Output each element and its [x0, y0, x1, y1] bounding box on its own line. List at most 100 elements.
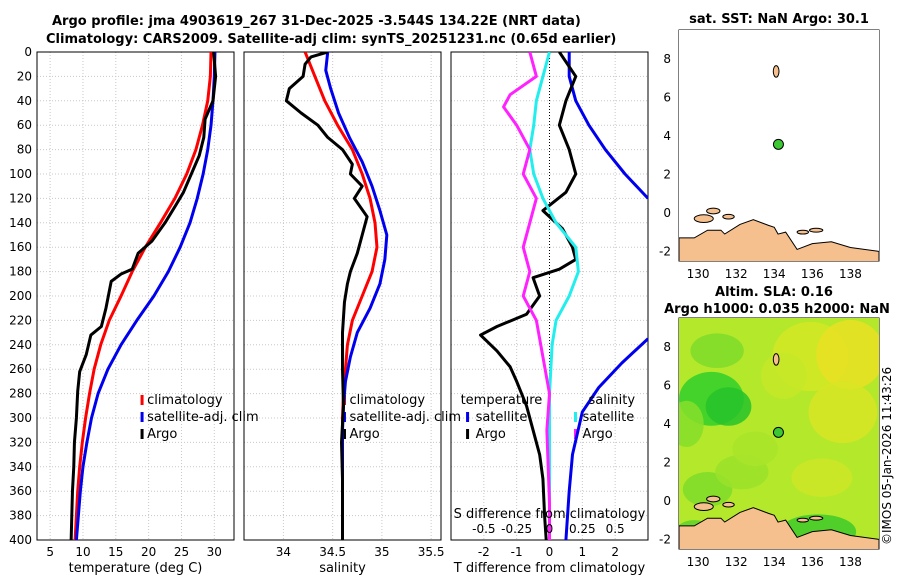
difference-tick-label: 1: [579, 545, 587, 559]
salinity-legend-climatology: climatology: [349, 393, 425, 408]
sst-map-title: sat. SST: NaN Argo: 30.1: [689, 12, 869, 27]
sla_map-ytick-label: -2: [659, 532, 671, 546]
temperature-legend-satellite-adj-clim: satellite-adj. clim: [147, 410, 259, 425]
depth-tick-label: 60: [17, 118, 32, 132]
salinity-line-argo: [284, 52, 369, 540]
sla_map-xtick-label: 130: [687, 555, 710, 569]
sst_map-content: [679, 30, 879, 261]
depth-tick-label: 100: [9, 167, 32, 181]
salinity-tick-label: 34: [276, 545, 291, 559]
sst_map-xtick-label: 130: [687, 267, 710, 281]
island: [772, 353, 780, 366]
depth-tick-label: 200: [9, 289, 32, 303]
island: [722, 501, 735, 508]
depth-tick-label: 360: [9, 484, 32, 498]
temperature-tick-label: 20: [141, 545, 156, 559]
land-new-guinea: [679, 507, 879, 549]
sla_map-xtick-label: 138: [839, 555, 862, 569]
island: [808, 227, 824, 233]
temperature-line-argo: [69, 52, 218, 540]
sst_map-xtick-label: 136: [801, 267, 824, 281]
depth-tick-label: 120: [9, 191, 32, 205]
sst_map-ytick-label: 8: [663, 52, 671, 66]
difference-tick-label: 0: [546, 545, 554, 559]
sla-map-title-1: Altim. SLA: 0.16: [715, 285, 833, 300]
island: [808, 515, 824, 521]
island: [693, 214, 714, 223]
temperature-tick-label: 15: [108, 545, 123, 559]
argo-float-marker: [772, 426, 784, 438]
temperature-legend-argo: Argo: [147, 427, 177, 442]
salinity-legend-satellite-adj-clim: satellite-adj. clim: [349, 410, 461, 425]
diff-top-tick-label: 0: [546, 522, 554, 536]
difference-line-s-argo: [502, 52, 551, 540]
temperature-xlabel: temperature (deg C): [69, 561, 203, 576]
diff-legend-s-2: Argo: [582, 427, 612, 442]
island: [772, 65, 780, 78]
temperature-frame: [36, 51, 235, 541]
sla-map-title-2: Argo h1000: 0.035 h2000: NaN: [664, 302, 890, 317]
sla-anomaly-patch: [816, 319, 879, 390]
depth-tick-label: 340: [9, 460, 32, 474]
sst_map-ytick-label: 0: [663, 206, 671, 220]
depth-tick-label: 240: [9, 338, 32, 352]
diff-legend-t-2: Argo: [476, 427, 506, 442]
depth-tick-label: 220: [9, 313, 32, 327]
difference-line-t-argo: [479, 52, 578, 540]
depth-tick-label: 80: [17, 143, 32, 157]
temperature-tick-label: 10: [75, 545, 90, 559]
title-line-2: Climatology: CARS2009. Satellite-adj cli…: [46, 32, 617, 47]
salinity-legend-argo: Argo: [349, 427, 379, 442]
depth-tick-label: 380: [9, 509, 32, 523]
sla-anomaly-patch: [732, 431, 779, 467]
salinity-series-group: [284, 52, 389, 540]
island: [693, 502, 714, 511]
temperature-tick-label: 30: [207, 545, 222, 559]
island: [706, 495, 721, 503]
sst_map-ytick-label: 6: [663, 90, 671, 104]
sla_map-ytick-label: 6: [663, 378, 671, 392]
difference-tick-label: -1: [511, 545, 523, 559]
salinity-tick-label: 35: [374, 545, 389, 559]
diff-top-tick-label: 0.5: [606, 522, 625, 536]
difference-line-t-satellite: [567, 52, 648, 200]
depth-tick-label: 260: [9, 362, 32, 376]
diff-legend-t-0: temperature: [461, 393, 543, 408]
temperature-line-climatology: [73, 52, 213, 540]
temperature-tick-label: 25: [174, 545, 189, 559]
sla_map-content: [679, 318, 879, 549]
sst_map-xtick-label: 134: [763, 267, 786, 281]
land-new-guinea: [679, 219, 879, 261]
sla_map-xtick-label: 136: [801, 555, 824, 569]
diff-top-tick-label: -0.25: [501, 522, 532, 536]
depth-tick-label: 180: [9, 265, 32, 279]
sla-anomaly-patch: [690, 333, 744, 369]
difference-xlabel: T difference from climatology: [453, 561, 646, 576]
temperature-series-group: [69, 52, 218, 540]
difference-tick-label: -2: [478, 545, 490, 559]
diff-top-label: S difference from climatology: [454, 507, 646, 522]
depth-tick-label: 300: [9, 411, 32, 425]
island: [796, 229, 810, 235]
depth-tick-label: 280: [9, 387, 32, 401]
difference-line-t-satellite-deep: [564, 337, 648, 540]
sla_map-ytick-label: 4: [663, 417, 671, 431]
sst_map-ytick-label: -2: [659, 244, 671, 258]
diff-top-tick-label: 0.25: [569, 522, 596, 536]
sla_map-ytick-label: 2: [663, 455, 671, 469]
depth-tick-label: 140: [9, 216, 32, 230]
depth-tick-label: 160: [9, 240, 32, 254]
difference-series-group: [479, 52, 648, 540]
title-line-1: Argo profile: jma 4903619_267 31-Dec-202…: [52, 14, 581, 29]
island: [722, 213, 735, 220]
argo-float-marker: [772, 138, 784, 150]
sla-anomaly-patch: [808, 381, 878, 444]
sla_map-ytick-label: 8: [663, 340, 671, 354]
sla_map-ytick-label: 0: [663, 494, 671, 508]
sst_map-xtick-label: 138: [839, 267, 862, 281]
depth-tick-label: 400: [9, 533, 32, 547]
diff-legend-t-1: satellite: [476, 410, 528, 425]
island: [706, 207, 721, 215]
sla-anomaly-patch: [760, 352, 807, 399]
